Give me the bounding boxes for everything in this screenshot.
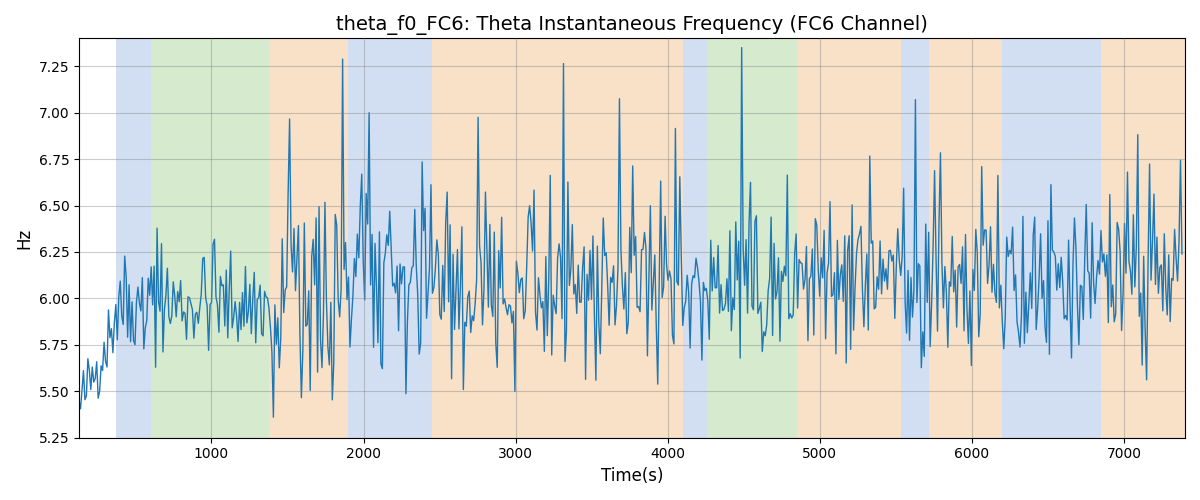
- Bar: [115, 38, 150, 438]
- Y-axis label: Hz: Hz: [14, 228, 32, 248]
- X-axis label: Time(s): Time(s): [601, 467, 664, 485]
- Bar: [930, 38, 1002, 438]
- Bar: [348, 38, 432, 438]
- Title: theta_f0_FC6: Theta Instantaneous Frequency (FC6 Channel): theta_f0_FC6: Theta Instantaneous Freque…: [336, 15, 928, 35]
- Bar: [683, 38, 707, 438]
- Bar: [432, 38, 683, 438]
- Bar: [269, 38, 348, 438]
- Bar: [900, 38, 930, 438]
- Bar: [797, 38, 900, 438]
- Bar: [1002, 38, 1102, 438]
- Bar: [150, 38, 269, 438]
- Bar: [1102, 38, 1184, 438]
- Bar: [707, 38, 797, 438]
